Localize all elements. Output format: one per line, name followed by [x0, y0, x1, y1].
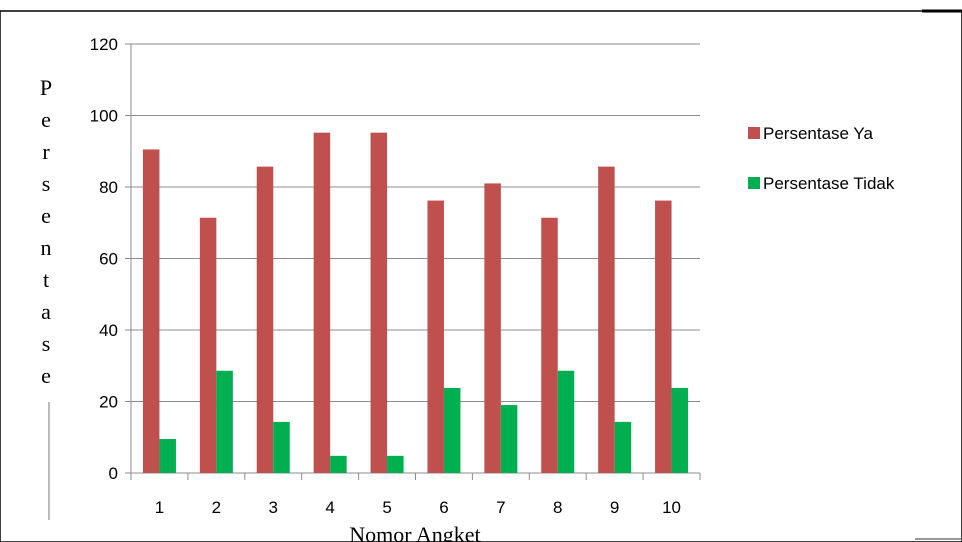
legend-label: Persentase Ya: [763, 124, 873, 143]
x-axis-title: Nomor Angket: [349, 522, 480, 542]
bar-ya: [256, 166, 274, 473]
y-axis-title-letter: n: [41, 235, 52, 260]
y-tick-label: 0: [109, 464, 118, 483]
bar-tidak: [216, 370, 233, 473]
legend-swatch: [748, 177, 760, 189]
legend-swatch: [748, 127, 760, 139]
y-tick-label: 120: [90, 35, 118, 54]
bar-ya: [427, 200, 444, 473]
bar-tidak: [671, 387, 689, 473]
bar-tidak: [387, 455, 404, 473]
x-tick-label: 3: [269, 498, 278, 517]
bar-tidak: [273, 421, 290, 473]
x-tick-label: 10: [662, 498, 681, 517]
y-axis-title-letter: s: [42, 171, 51, 196]
x-tick-label: 6: [439, 498, 448, 517]
y-axis-title-letter: e: [41, 363, 51, 388]
bar-tidak: [557, 370, 575, 473]
y-tick-label: 20: [99, 393, 118, 412]
bar-ya: [598, 166, 615, 473]
y-axis-title-letter: r: [42, 139, 50, 164]
y-tick-label: 80: [99, 178, 118, 197]
y-tick-label: 100: [90, 107, 118, 126]
bar-tidak: [159, 439, 176, 473]
x-tick-label: 9: [610, 498, 619, 517]
x-tick-label: 7: [496, 498, 505, 517]
x-tick-label: 5: [382, 498, 391, 517]
bar-ya: [313, 132, 331, 473]
bar-ya: [370, 132, 388, 473]
y-tick-label: 40: [99, 321, 118, 340]
y-tick-label: 60: [99, 250, 118, 269]
bar-tidak: [614, 421, 632, 473]
x-tick-label: 4: [325, 498, 334, 517]
bar-tidak: [330, 455, 347, 473]
x-tick-label: 1: [155, 498, 164, 517]
bar-tidak: [500, 405, 518, 473]
y-axis-title-letter: a: [41, 299, 51, 324]
x-tick-label: 2: [212, 498, 221, 517]
bar-ya: [541, 217, 558, 473]
y-axis-title-letter: P: [40, 75, 52, 100]
bar-ya: [655, 200, 672, 473]
x-tick-label: 8: [553, 498, 562, 517]
y-axis-title-letter: t: [43, 267, 49, 292]
bar-ya: [199, 217, 217, 473]
bar-ya: [484, 183, 501, 474]
legend-label: Persentase Tidak: [763, 174, 895, 193]
y-axis-title-letter: s: [42, 331, 51, 356]
bar-tidak: [443, 387, 461, 473]
y-axis-title-letter: e: [41, 203, 51, 228]
y-axis-title-letter: e: [41, 107, 51, 132]
bar-ya: [142, 149, 160, 473]
